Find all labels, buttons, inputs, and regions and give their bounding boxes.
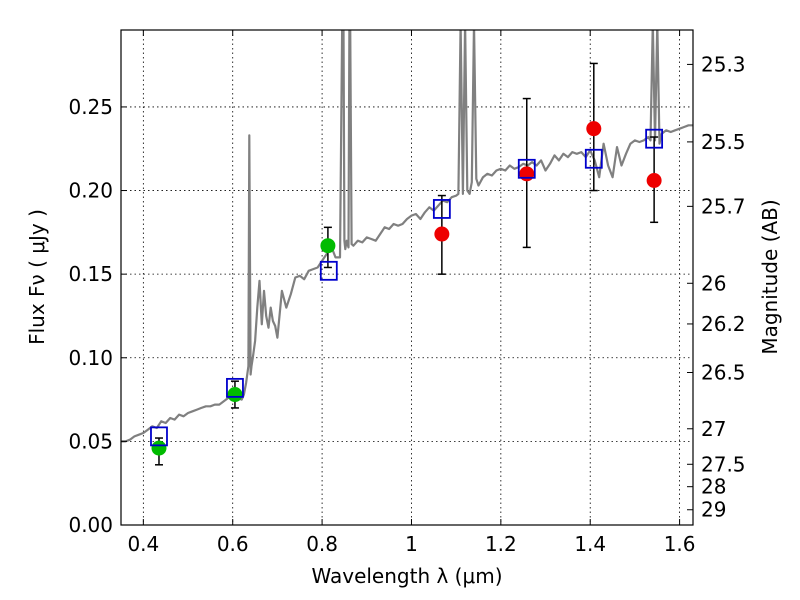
y-tick-label: 0.20 bbox=[68, 179, 113, 203]
data-point bbox=[519, 166, 535, 182]
y-tick-label: 0.05 bbox=[68, 429, 113, 453]
y-tick-label: 0.00 bbox=[68, 513, 113, 537]
y2-tick-label: 28 bbox=[701, 475, 726, 499]
y2-tick-label: 26 bbox=[701, 271, 726, 295]
y2-tick-label: 29 bbox=[701, 498, 726, 522]
model-point bbox=[645, 128, 664, 149]
x-tick-label: 0.6 bbox=[217, 532, 249, 556]
x-tick-label: 1.4 bbox=[574, 532, 606, 556]
photometry-points bbox=[150, 62, 664, 466]
data-point bbox=[151, 440, 167, 456]
model-point bbox=[584, 148, 603, 169]
y2-tick-label: 26.2 bbox=[701, 312, 746, 336]
y2-tick-label: 26.5 bbox=[701, 360, 746, 384]
y2-tick-label: 25.7 bbox=[701, 194, 746, 218]
data-point bbox=[227, 387, 243, 403]
x-tick-label: 1 bbox=[405, 532, 418, 556]
x-tick-label: 1.2 bbox=[485, 532, 517, 556]
y-axis-label: Flux Fν ( μJy ) bbox=[25, 209, 49, 345]
data-point bbox=[586, 121, 602, 137]
model-point bbox=[319, 260, 338, 281]
x-tick-label: 0.8 bbox=[306, 532, 338, 556]
x-tick-label: 0.4 bbox=[127, 532, 159, 556]
grid-lines bbox=[121, 30, 693, 525]
y2-tick-label: 25.3 bbox=[701, 52, 746, 76]
x-axis-label: Wavelength λ (μm) bbox=[311, 564, 502, 588]
model-point bbox=[432, 199, 451, 219]
data-point bbox=[320, 238, 336, 254]
y-tick-label: 0.25 bbox=[68, 95, 113, 119]
tick-labels: 0.4 0.6 0.8 1 1.2 1.4 1.6 0.00 0.05 0.10 0.15 0.20 0… bbox=[68, 52, 745, 556]
model-point bbox=[150, 426, 168, 447]
plot-frame bbox=[120, 29, 694, 526]
y2-tick-label: 27.5 bbox=[701, 452, 746, 476]
model-point bbox=[226, 377, 244, 398]
data-point bbox=[434, 226, 450, 242]
y-tick-label: 0.10 bbox=[68, 346, 113, 370]
y2-tick-label: 27 bbox=[701, 417, 726, 441]
model-point bbox=[517, 158, 536, 179]
axis-ticks bbox=[121, 30, 693, 526]
y-tick-label: 0.15 bbox=[68, 262, 113, 286]
data-point bbox=[646, 173, 662, 189]
y2-tick-label: 25.5 bbox=[701, 130, 746, 154]
x-tick-label: 1.6 bbox=[664, 532, 696, 556]
y2-axis-label: Magnitude (AB) bbox=[758, 199, 782, 354]
